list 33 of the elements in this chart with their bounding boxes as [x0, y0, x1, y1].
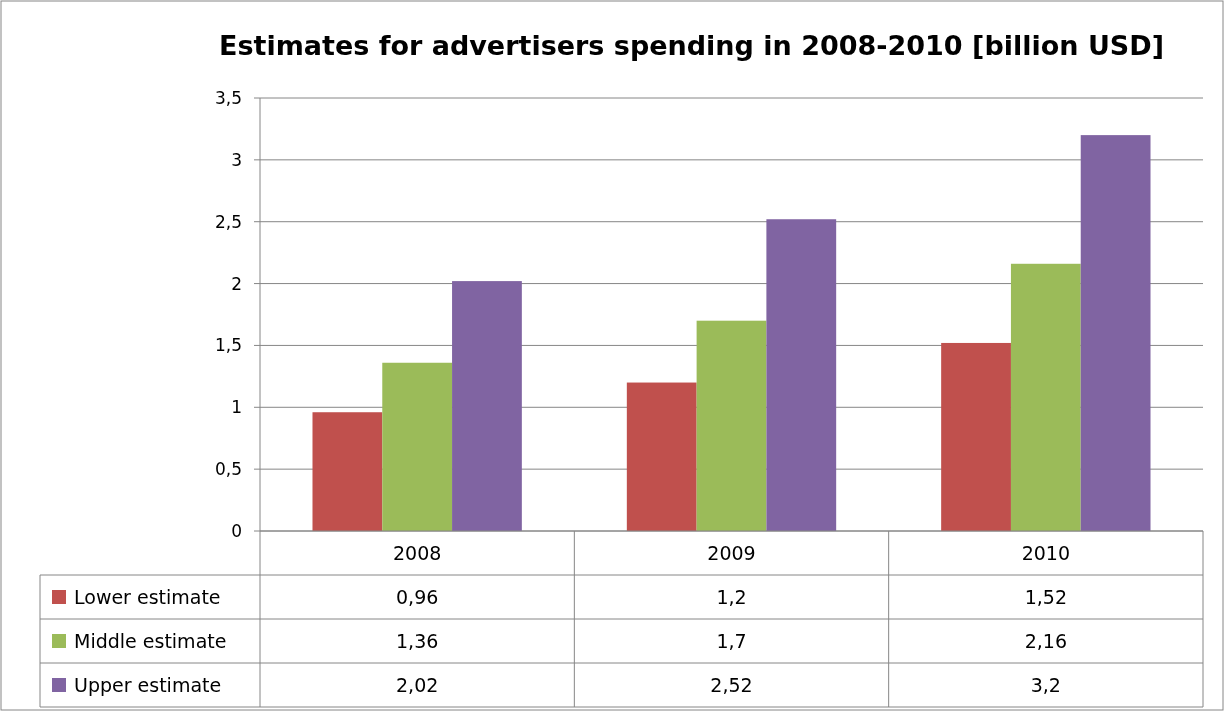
y-tick-label: 3,5 — [214, 87, 242, 108]
data-label: 1,36 — [396, 629, 439, 652]
bar — [382, 362, 453, 531]
data-label: 3,2 — [1030, 673, 1061, 696]
x-tick-label: 2010 — [1021, 541, 1071, 564]
x-tick-label: 2008 — [392, 541, 442, 564]
y-tick-label: 0 — [231, 520, 242, 541]
y-tick-label: 1 — [231, 397, 242, 418]
data-label: 1,7 — [716, 629, 747, 652]
bar — [452, 281, 522, 531]
legend-label: Middle estimate — [74, 629, 227, 652]
y-tick-label: 0,5 — [214, 459, 242, 480]
bar — [312, 412, 383, 531]
data-label: 2,52 — [710, 673, 753, 696]
data-label: 0,96 — [396, 585, 439, 608]
bar — [1010, 263, 1081, 531]
y-tick-label: 2,5 — [214, 211, 242, 232]
data-label: 2,02 — [396, 673, 439, 696]
legend-label: Lower estimate — [74, 585, 221, 608]
chart-title: Estimates for advertisers spending in 2008-2010 [billion USD] — [218, 30, 1165, 61]
data-label: 2,16 — [1024, 629, 1067, 652]
y-tick-label: 2 — [231, 273, 242, 294]
data-label: 1,2 — [716, 585, 747, 608]
bar — [696, 320, 767, 531]
bar — [766, 219, 837, 531]
bar — [941, 342, 1011, 531]
data-label: 1,52 — [1024, 585, 1067, 608]
legend-label: Upper estimate — [74, 673, 222, 696]
x-tick-label: 2009 — [707, 541, 756, 564]
y-tick-label: 1,5 — [214, 335, 242, 356]
bar — [626, 382, 697, 531]
y-tick-label: 3 — [231, 149, 242, 170]
bar — [1080, 135, 1151, 531]
